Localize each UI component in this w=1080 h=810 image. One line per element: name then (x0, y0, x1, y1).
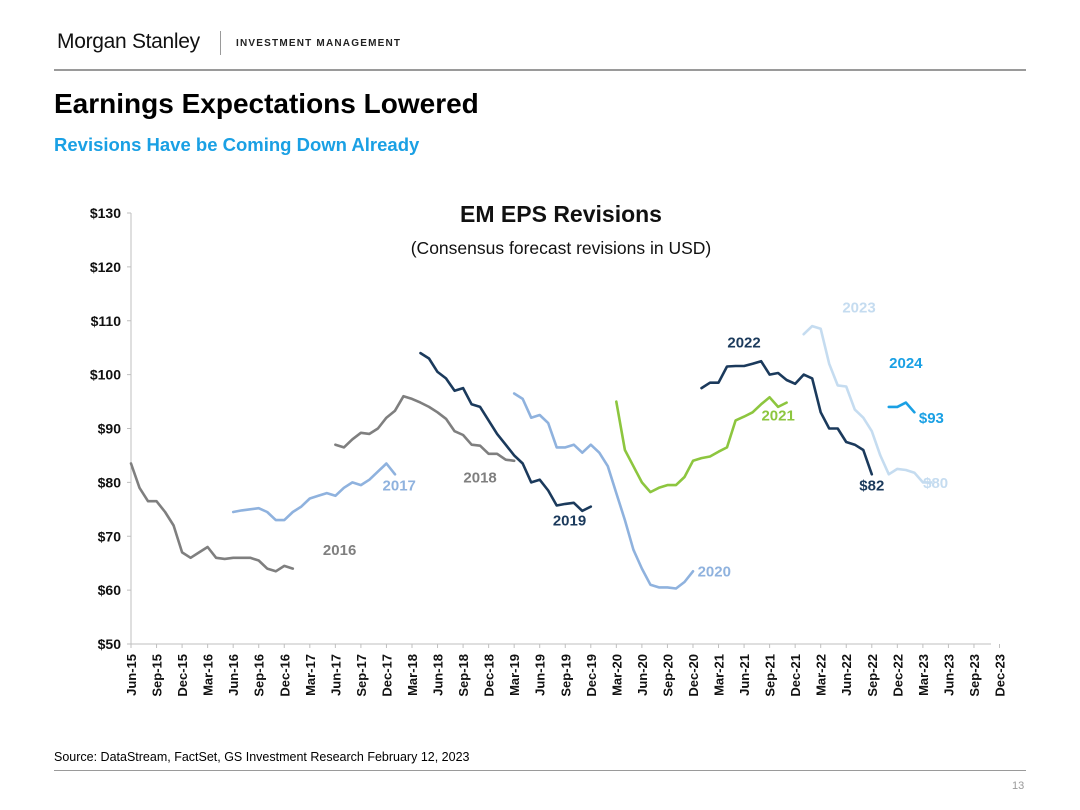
x-tick-label: Jun-22 (839, 654, 854, 696)
x-tick-label: Jun-18 (431, 654, 446, 696)
chart-title: EM EPS Revisions (460, 201, 662, 227)
x-tick-label: Sep-21 (763, 654, 778, 697)
series-line-2018 (334, 394, 516, 463)
brand-division: INVESTMENT MANAGEMENT (236, 38, 402, 49)
brand-logo: Morgan Stanley (57, 30, 200, 53)
x-tick-label: Dec-20 (686, 654, 701, 697)
header-rule (54, 69, 1026, 71)
x-tick-label: Sep-20 (660, 654, 675, 697)
x-tick-label: Mar-18 (405, 654, 420, 696)
series-line-2020 (512, 392, 695, 590)
x-tick-label: Dec-18 (482, 654, 497, 697)
series-label-2018: 2018 (463, 469, 496, 486)
series-line-2016 (129, 462, 295, 573)
x-tick-label: Jun-21 (737, 654, 752, 696)
x-tick-label: Sep-16 (252, 654, 267, 697)
y-tick-label: $90 (98, 421, 122, 437)
x-tick-label: Dec-15 (175, 654, 190, 697)
x-tick-label: Jun-15 (124, 654, 139, 696)
series-label-2020: 2020 (698, 564, 731, 581)
x-tick-label: Mar-22 (814, 654, 829, 696)
footer-rule (54, 770, 1026, 771)
eps-revisions-chart: EM EPS Revisions (Consensus forecast revi… (90, 201, 1008, 697)
x-tick-label: Sep-23 (967, 654, 982, 697)
page-subtitle: Revisions Have be Coming Down Already (54, 134, 420, 155)
series-line-2019 (419, 351, 593, 513)
series-label-2019: 2019 (553, 512, 586, 529)
source-note: Source: DataStream, FactSet, GS Investme… (54, 750, 470, 764)
y-tick-label: $130 (90, 205, 121, 221)
x-tick-label: Sep-22 (865, 654, 880, 697)
series-label-2022: 2022 (727, 335, 760, 352)
y-tick-label: $70 (98, 528, 122, 544)
x-tick-label: Jun-16 (226, 654, 241, 696)
x-tick-label: Mar-19 (507, 654, 522, 696)
series-label-2017: 2017 (383, 477, 416, 494)
series-label-2016: 2016 (323, 542, 356, 559)
x-tick-label: Mar-16 (201, 654, 216, 696)
y-tick-label: $100 (90, 367, 121, 383)
series-line-2024 (887, 401, 916, 414)
y-tick-label: $110 (91, 313, 122, 329)
x-tick-label: Jun-17 (328, 654, 343, 696)
series-line-2017 (231, 462, 397, 522)
x-tick-label: Mar-23 (916, 654, 931, 696)
x-tick-label: Dec-22 (890, 654, 905, 697)
x-tick-label: Jun-19 (533, 654, 548, 696)
x-tick-label: Mar-17 (303, 654, 318, 696)
x-tick-label: Jun-23 (941, 654, 956, 696)
x-tick-label: Dec-17 (379, 654, 394, 697)
chart-subtitle: (Consensus forecast revisions in USD) (411, 238, 712, 258)
y-tick-label: $60 (98, 582, 122, 598)
value-annotation: $82 (859, 477, 884, 494)
series-label-2023: 2023 (842, 300, 875, 317)
brand-divider (220, 31, 221, 55)
x-tick-label: Jun-20 (635, 654, 650, 696)
y-tick-label: $80 (98, 474, 122, 490)
series-line-2023 (802, 324, 933, 484)
series-label-2021: 2021 (761, 407, 794, 424)
value-annotation: $80 (923, 475, 948, 492)
series-label-2024: 2024 (889, 355, 923, 372)
x-tick-label: Dec-23 (993, 654, 1008, 697)
x-tick-label: Mar-20 (609, 654, 624, 696)
x-tick-label: Dec-16 (277, 654, 292, 697)
series-line-2021 (614, 395, 788, 494)
x-tick-label: Dec-19 (584, 654, 599, 697)
y-tick-label: $120 (90, 259, 121, 275)
page-title: Earnings Expectations Lowered (54, 88, 479, 119)
x-tick-label: Mar-21 (712, 654, 727, 696)
y-tick-label: $50 (98, 636, 122, 652)
series-line-2022 (700, 359, 874, 476)
x-tick-label: Sep-17 (354, 654, 369, 697)
x-tick-label: Sep-19 (558, 654, 573, 697)
page-number: 13 (1012, 780, 1025, 792)
x-tick-label: Dec-21 (788, 654, 803, 697)
value-annotation: $93 (919, 410, 944, 427)
x-tick-label: Sep-15 (150, 654, 165, 697)
x-tick-label: Sep-18 (456, 654, 471, 697)
